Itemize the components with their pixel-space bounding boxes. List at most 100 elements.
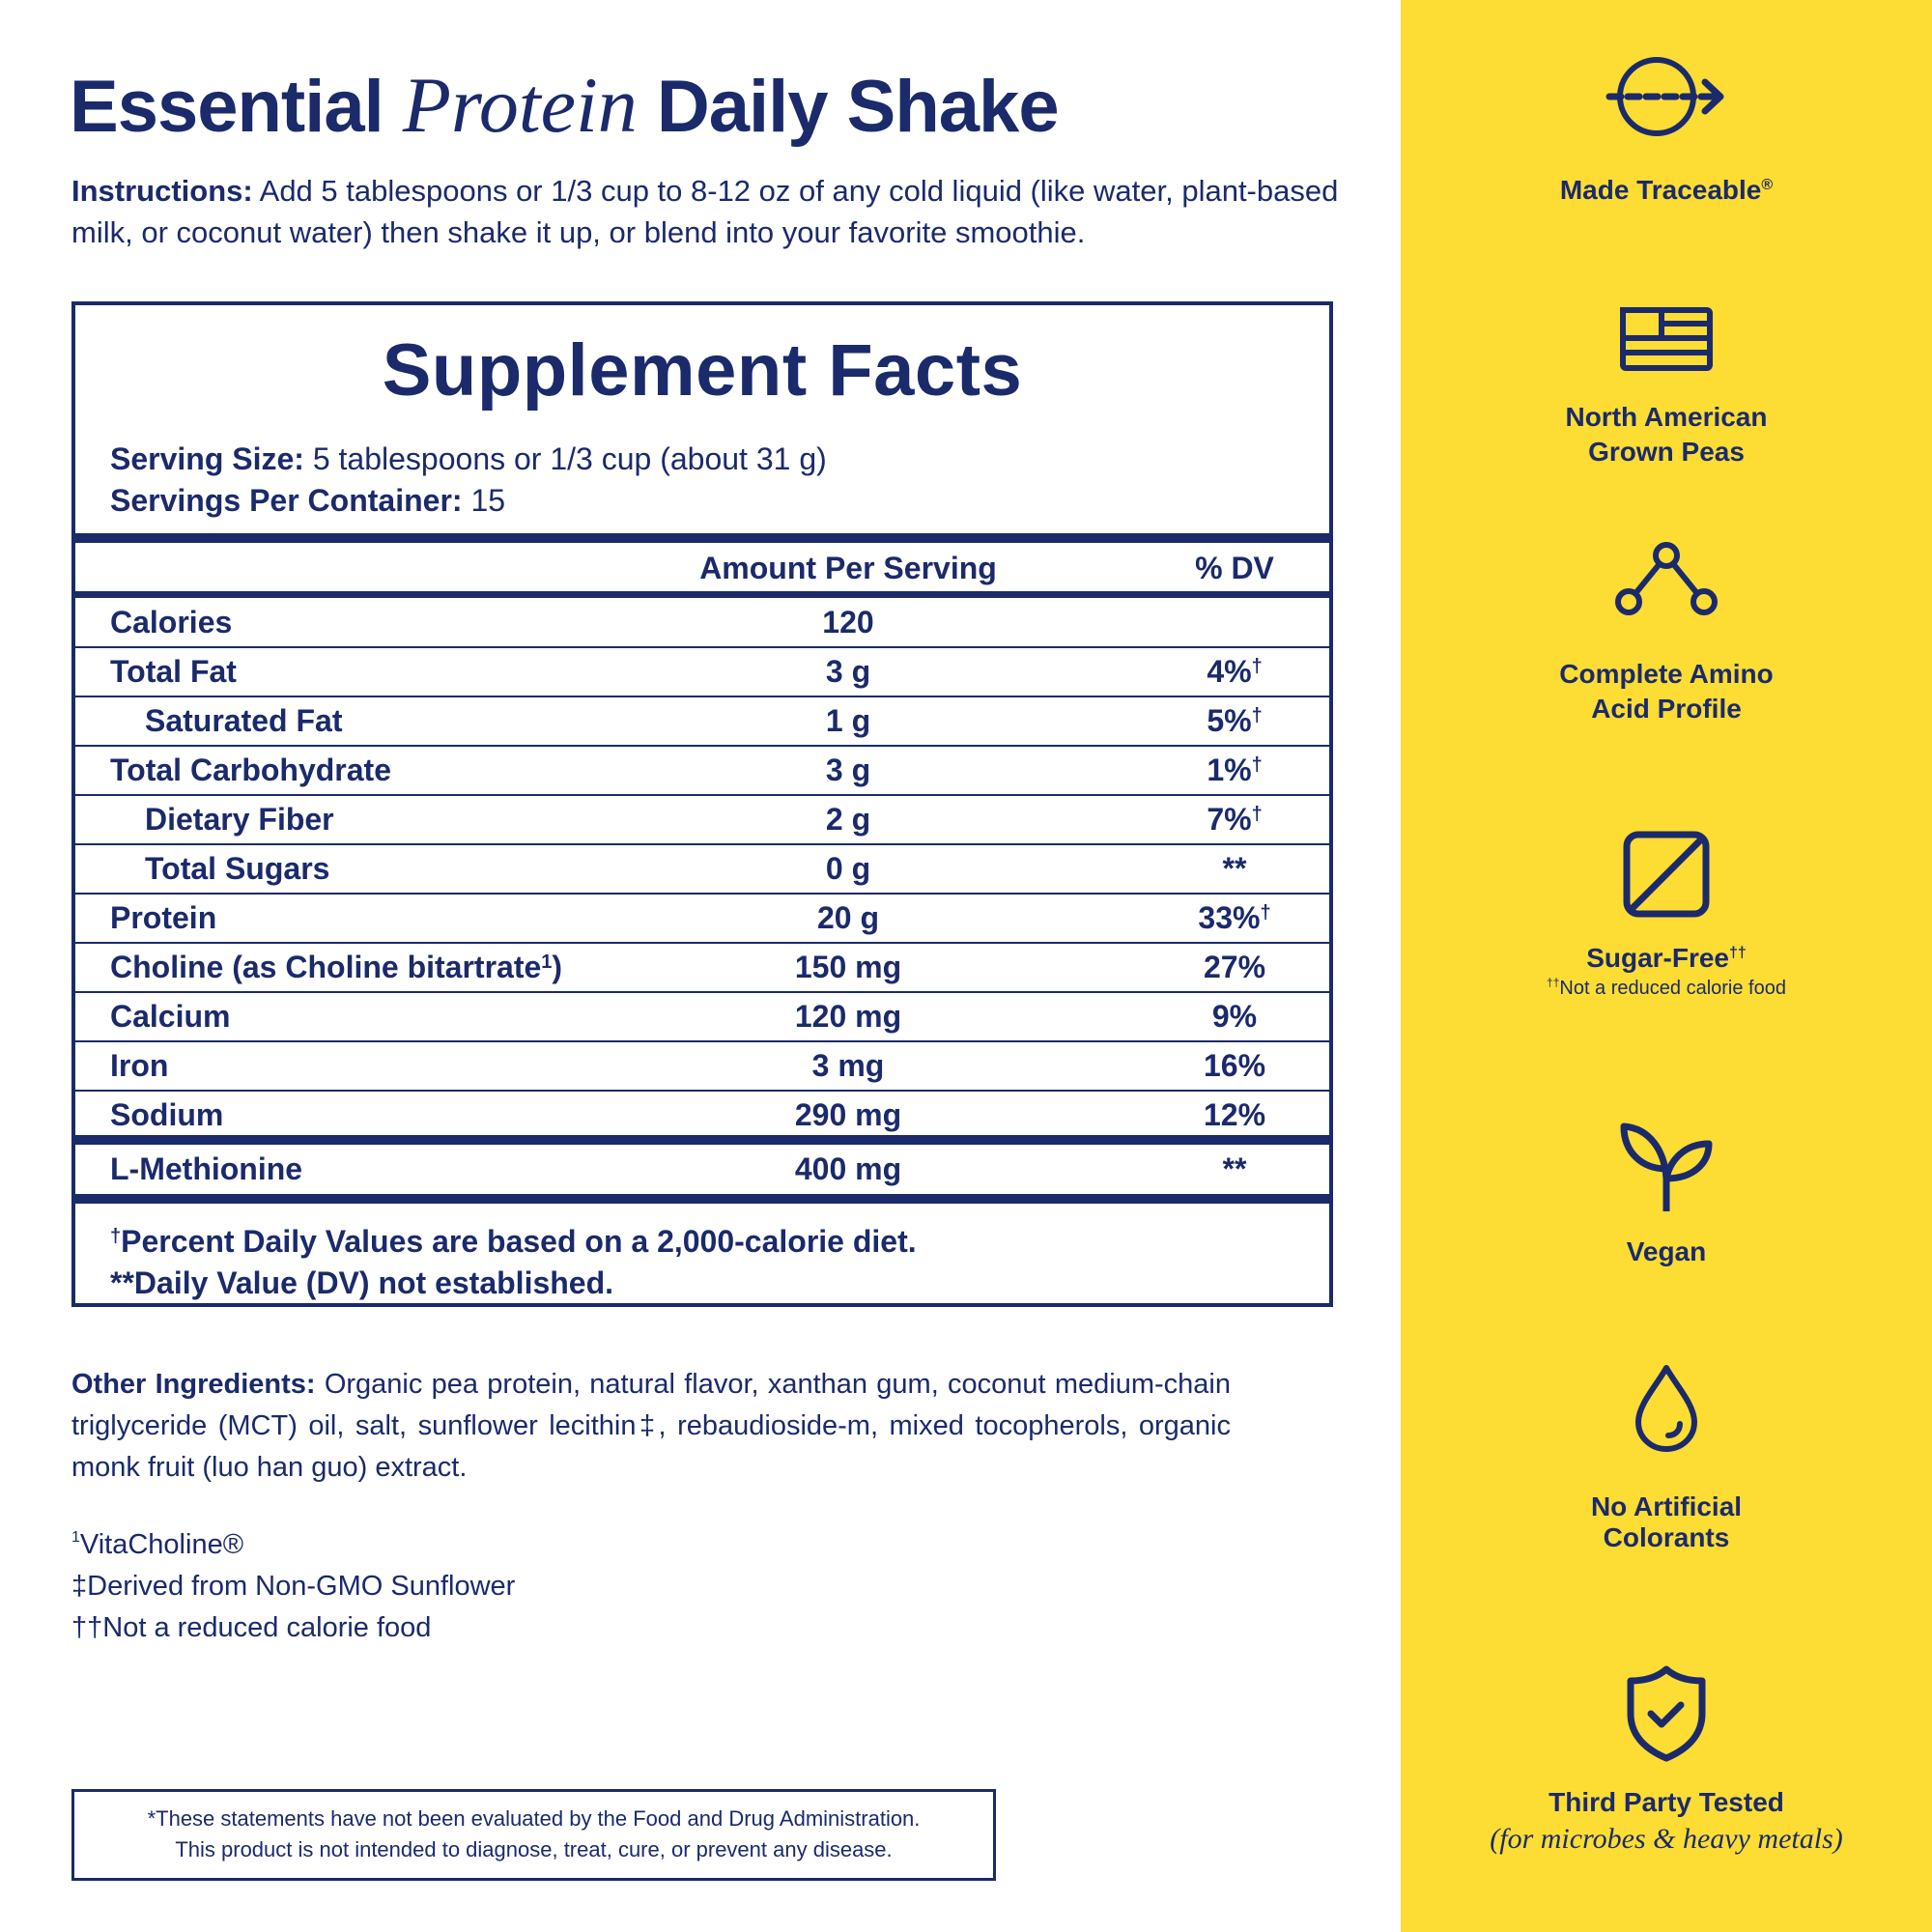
nutrient-name: L-Methionine bbox=[110, 1151, 303, 1186]
row-divider bbox=[75, 794, 1329, 796]
row-divider bbox=[75, 1090, 1329, 1092]
nutrient-dv: 7%† bbox=[1207, 802, 1263, 837]
table-row-calories: Calories 120 bbox=[75, 598, 1329, 646]
ingredients-label: Other Ingredients: bbox=[71, 1369, 316, 1400]
table-row-protein: Protein 20 g 33%† bbox=[75, 895, 1329, 942]
flag-icon bbox=[1620, 307, 1713, 371]
nutrient-amount: 3 g bbox=[825, 753, 871, 787]
badge-sugar-free: Sugar-Free†† ††Not a reduced calorie foo… bbox=[1401, 831, 1932, 1001]
badge-label-line-1: Complete Amino bbox=[1559, 659, 1774, 689]
table-row-iron: Iron 3 mg 16% bbox=[75, 1042, 1329, 1090]
badge-north-american-peas: North American Grown Peas bbox=[1401, 307, 1932, 469]
nutrient-amount: 1 g bbox=[825, 703, 871, 738]
disclaimer-line-1: *These statements have not been evaluate… bbox=[147, 1806, 921, 1831]
nutrient-name: Dietary Fiber bbox=[145, 802, 334, 837]
badge-vegan: Vegan bbox=[1401, 1121, 1932, 1269]
nutrient-name: Total Fat bbox=[110, 654, 237, 689]
nutrient-name: Calcium bbox=[110, 999, 231, 1034]
thick-divider bbox=[75, 533, 1329, 543]
badge-label: Vegan bbox=[1626, 1236, 1707, 1266]
note-calorie: ††Not a reduced calorie food bbox=[71, 1612, 432, 1643]
other-ingredients: Other Ingredients: Organic pea protein, … bbox=[71, 1364, 1231, 1489]
title-part-1: Essential bbox=[70, 66, 384, 148]
instructions-label: Instructions: bbox=[71, 174, 253, 208]
nutrient-dv: 5%† bbox=[1207, 703, 1263, 738]
table-row-total-sugars: Total Sugars 0 g ** bbox=[75, 845, 1329, 893]
shield-check-icon bbox=[1627, 1665, 1706, 1762]
nutrient-name: Saturated Fat bbox=[145, 703, 343, 738]
nutrient-name: Total Carbohydrate bbox=[110, 753, 391, 787]
nutrient-name: Calories bbox=[110, 605, 233, 639]
badge-label: Third Party Tested bbox=[1548, 1787, 1784, 1817]
droplet-icon bbox=[1635, 1365, 1697, 1452]
serving-size-label: Serving Size: bbox=[110, 441, 304, 476]
row-divider bbox=[75, 991, 1329, 993]
row-divider bbox=[75, 843, 1329, 845]
table-row-total-fat: Total Fat 3 g 4%† bbox=[75, 648, 1329, 696]
nutrient-dv: 1%† bbox=[1207, 753, 1263, 787]
label-notes: 1VitaCholine® ‡Derived from Non-GMO Sunf… bbox=[71, 1524, 515, 1649]
nutrient-dv: 33%† bbox=[1198, 900, 1271, 935]
row-divider bbox=[75, 942, 1329, 944]
badge-made-traceable: Made Traceable® bbox=[1401, 53, 1932, 208]
nutrient-amount: 20 g bbox=[816, 900, 880, 935]
title-part-3: Daily Shake bbox=[656, 66, 1060, 148]
nutrient-name: Total Sugars bbox=[145, 851, 330, 886]
note-vitacholine: 1VitaCholine® bbox=[71, 1529, 244, 1560]
nutrient-amount: 290 mg bbox=[794, 1097, 902, 1132]
badge-sub: (for microbes & heavy metals) bbox=[1490, 1823, 1843, 1855]
serving-size-value: 5 tablespoons or 1/3 cup (about 31 g) bbox=[312, 441, 827, 476]
instructions-text: Add 5 tablespoons or 1/3 cup to 8-12 oz … bbox=[71, 174, 1339, 249]
thick-divider bbox=[75, 1135, 1329, 1145]
badge-label: Sugar-Free†† bbox=[1586, 943, 1747, 973]
footnote-dv-not-established: **Daily Value (DV) not established. bbox=[110, 1265, 614, 1300]
fda-disclaimer: *These statements have not been evaluate… bbox=[71, 1789, 996, 1881]
badge-label-line-2: Grown Peas bbox=[1588, 437, 1745, 467]
badge-label-line-2: Acid Profile bbox=[1591, 694, 1742, 724]
table-row-sodium: Sodium 290 mg 12% bbox=[75, 1092, 1329, 1139]
nutrient-dv: 16% bbox=[1203, 1048, 1266, 1083]
nutrient-dv: 27% bbox=[1203, 950, 1266, 984]
label-panel: Essential Protein Daily Shake Instructio… bbox=[70, 61, 1366, 1881]
table-row-l-methionine: L-Methionine 400 mg ** bbox=[75, 1145, 1329, 1194]
badge-complete-amino: Complete Amino Acid Profile bbox=[1401, 541, 1932, 726]
row-divider bbox=[75, 646, 1329, 648]
column-header-row: Amount Per Serving % DV bbox=[75, 543, 1329, 593]
badge-panel: Made Traceable® North American Grown Pea… bbox=[1401, 0, 1932, 1932]
nutrient-amount: 0 g bbox=[825, 851, 871, 886]
badge-label-line-1: No Artificial bbox=[1590, 1492, 1743, 1521]
badge-sub: ††Not a reduced calorie food bbox=[1547, 976, 1786, 999]
table-row-saturated-fat: Saturated Fat 1 g 5%† bbox=[75, 697, 1329, 745]
nutrient-dv: ** bbox=[1222, 851, 1247, 886]
footnote-daily-values: †Percent Daily Values are based on a 2,0… bbox=[110, 1224, 917, 1259]
serving-size: Serving Size: 5 tablespoons or 1/3 cup (… bbox=[110, 439, 827, 480]
column-header-dv: % DV bbox=[1195, 551, 1274, 585]
badge-label-line-2: Colorants bbox=[1603, 1522, 1730, 1552]
table-row-calcium: Calcium 120 mg 9% bbox=[75, 993, 1329, 1040]
nutrient-dv: 12% bbox=[1203, 1097, 1266, 1132]
nutrient-amount: 400 mg bbox=[794, 1151, 902, 1186]
table-row-choline: Choline (as Choline bitartrate1) 150 mg … bbox=[75, 944, 1329, 991]
badge-no-artificial-colorants: No Artificial Colorants bbox=[1401, 1364, 1932, 1555]
supplement-facts-panel: Supplement Facts Serving Size: 5 tablesp… bbox=[71, 301, 1333, 1307]
nutrient-amount: 150 mg bbox=[794, 950, 902, 984]
sprout-icon bbox=[1620, 1122, 1713, 1211]
nutrient-dv: ** bbox=[1222, 1151, 1247, 1186]
molecule-icon bbox=[1615, 542, 1718, 615]
badge-label-line-1: North American bbox=[1565, 402, 1768, 432]
row-divider bbox=[75, 696, 1329, 697]
medium-divider bbox=[75, 591, 1329, 598]
row-divider bbox=[75, 893, 1329, 895]
instructions: Instructions: Add 5 tablespoons or 1/3 c… bbox=[71, 170, 1366, 253]
title-part-2: Protein bbox=[402, 61, 638, 149]
note-sunflower: ‡Derived from Non-GMO Sunflower bbox=[71, 1571, 516, 1602]
facts-footnotes: †Percent Daily Values are based on a 2,0… bbox=[110, 1221, 917, 1304]
badge-third-party-tested: Third Party Tested (for microbes & heavy… bbox=[1401, 1665, 1932, 1859]
row-divider bbox=[75, 745, 1329, 747]
servings-per-container-value: 15 bbox=[470, 483, 506, 518]
serving-info: Serving Size: 5 tablespoons or 1/3 cup (… bbox=[110, 439, 827, 522]
nutrient-amount: 3 g bbox=[825, 654, 871, 689]
traceable-arrow-icon bbox=[1605, 57, 1724, 136]
row-divider bbox=[75, 1040, 1329, 1042]
nutrient-name: Sodium bbox=[110, 1097, 224, 1132]
